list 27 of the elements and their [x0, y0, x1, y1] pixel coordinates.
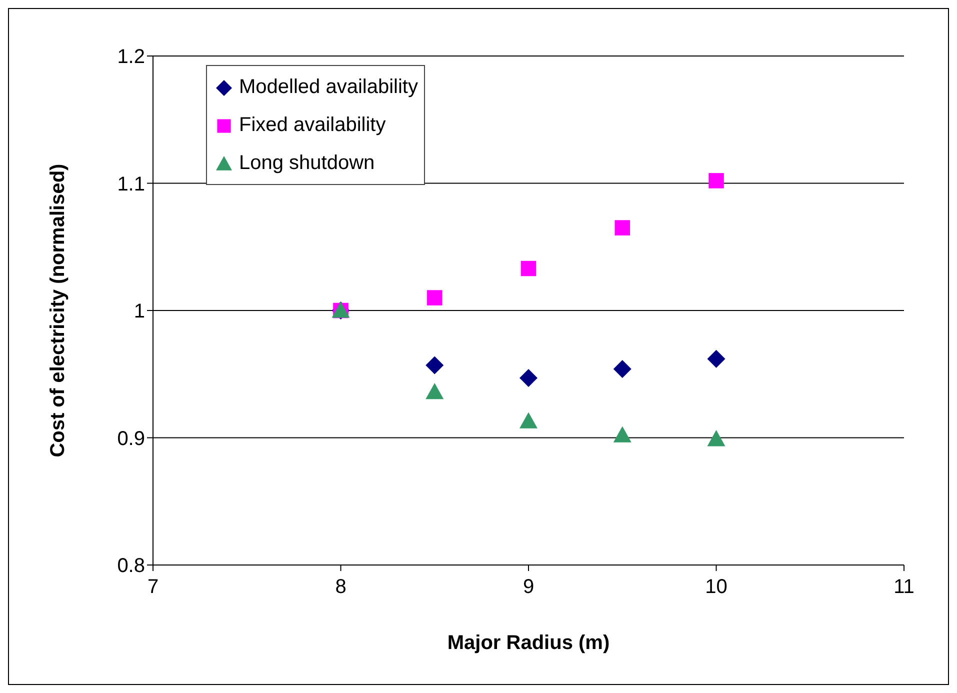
x-tick-label: 8	[335, 576, 346, 598]
y-tick-label: 1	[134, 300, 145, 323]
x-tick-label: 9	[522, 576, 534, 598]
point	[613, 426, 632, 442]
point	[426, 356, 444, 374]
y-tick-label: 1.1	[117, 173, 145, 196]
legend-label: Fixed availability	[239, 114, 386, 136]
x-tick-label: 10	[705, 576, 728, 598]
x-axis-title: Major Radius (m)	[447, 632, 610, 654]
y-axis-title: Cost of electricity (normalised)	[47, 164, 70, 458]
y-tick-label: 0.9	[117, 428, 145, 450]
x-tick-label: 7	[147, 576, 159, 598]
legend-label: Long shutdown	[239, 152, 375, 174]
legend-label: Modelled availability	[239, 76, 418, 98]
point	[708, 173, 724, 188]
y-tick-label: 0.8	[117, 555, 145, 578]
point	[520, 260, 536, 276]
point	[707, 430, 726, 446]
point	[520, 412, 538, 428]
point	[613, 360, 632, 378]
point	[614, 220, 630, 236]
point	[426, 382, 444, 400]
x-tick-label: 11	[894, 576, 914, 598]
point	[520, 368, 538, 387]
y-tick-label: 1.2	[117, 46, 145, 68]
point	[426, 290, 442, 306]
point	[707, 350, 726, 368]
